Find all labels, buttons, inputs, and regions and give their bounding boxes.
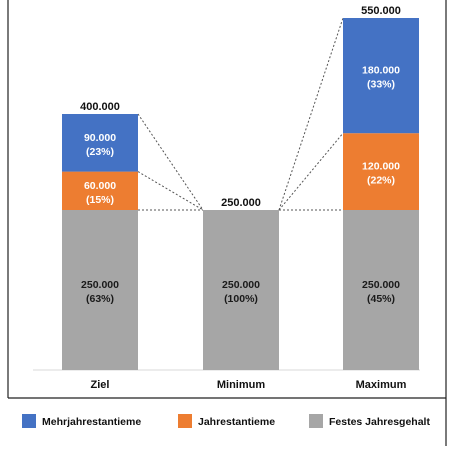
segment-percent-ziel-festes-jahresgehalt: (63%) [86,293,114,305]
segment-percent-maximum-jahrestantieme: (22%) [367,175,395,187]
bar-maximum-mehrjahrestantieme [343,18,419,134]
bar-ziel-jahrestantieme [62,171,138,210]
legend-swatch-mehrjahrestantieme [22,414,36,428]
category-label-ziel: Ziel [91,379,110,391]
segment-value-maximum-festes-jahresgehalt: 250.000 [362,279,400,291]
bar-ziel-festes-jahresgehalt [62,210,138,370]
total-label-maximum: 550.000 [361,5,401,17]
category-label-minimum: Minimum [217,379,265,391]
bar-maximum-festes-jahresgehalt [343,210,419,370]
segment-percent-maximum-festes-jahresgehalt: (45%) [367,293,395,305]
connector-maximum-total [278,17,344,211]
segment-value-ziel-jahrestantieme: 60.000 [84,180,116,192]
bars [62,18,419,370]
segment-value-maximum-jahrestantieme: 120.000 [362,161,400,173]
bar-maximum-jahrestantieme [343,133,419,210]
total-label-minimum: 250.000 [221,197,261,209]
data-labels: 250.000 (63%) 60.000 (15%) 90.000 (23%) 400.00… [80,5,401,305]
total-label-ziel: 400.000 [80,101,120,113]
legend: Mehrjahrestantieme Jahrestantieme Festes J… [22,414,430,428]
connector-lines [137,17,344,211]
category-label-maximum: Maximum [356,379,407,391]
segment-value-minimum-festes-jahresgehalt: 250.000 [222,279,260,291]
segment-value-ziel-festes-jahresgehalt: 250.000 [81,279,119,291]
legend-swatch-jahrestantieme [178,414,192,428]
connector-ziel-jahrestantieme [137,171,204,211]
segment-percent-ziel-mehrjahrestantieme: (23%) [86,146,114,158]
segment-value-maximum-mehrjahrestantieme: 180.000 [362,65,400,77]
legend-label-festes-jahresgehalt: Festes Jahresgehalt [329,416,430,428]
segment-percent-ziel-jahrestantieme: (15%) [86,194,114,206]
bar-minimum-festes-jahresgehalt [203,210,279,370]
segment-percent-maximum-mehrjahrestantieme: (33%) [367,79,395,91]
segment-percent-minimum-festes-jahresgehalt: (100%) [224,293,258,305]
legend-label-mehrjahrestantieme: Mehrjahrestantieme [42,416,141,428]
legend-label-jahrestantieme: Jahrestantieme [198,416,275,428]
category-labels: Ziel Minimum Maximum [91,379,407,391]
legend-swatch-festes-jahresgehalt [309,414,323,428]
connector-ziel-total [137,113,204,211]
segment-value-ziel-mehrjahrestantieme: 90.000 [84,132,116,144]
connector-maximum-jahrestantieme [278,132,344,211]
bar-ziel-mehrjahrestantieme [62,114,138,172]
